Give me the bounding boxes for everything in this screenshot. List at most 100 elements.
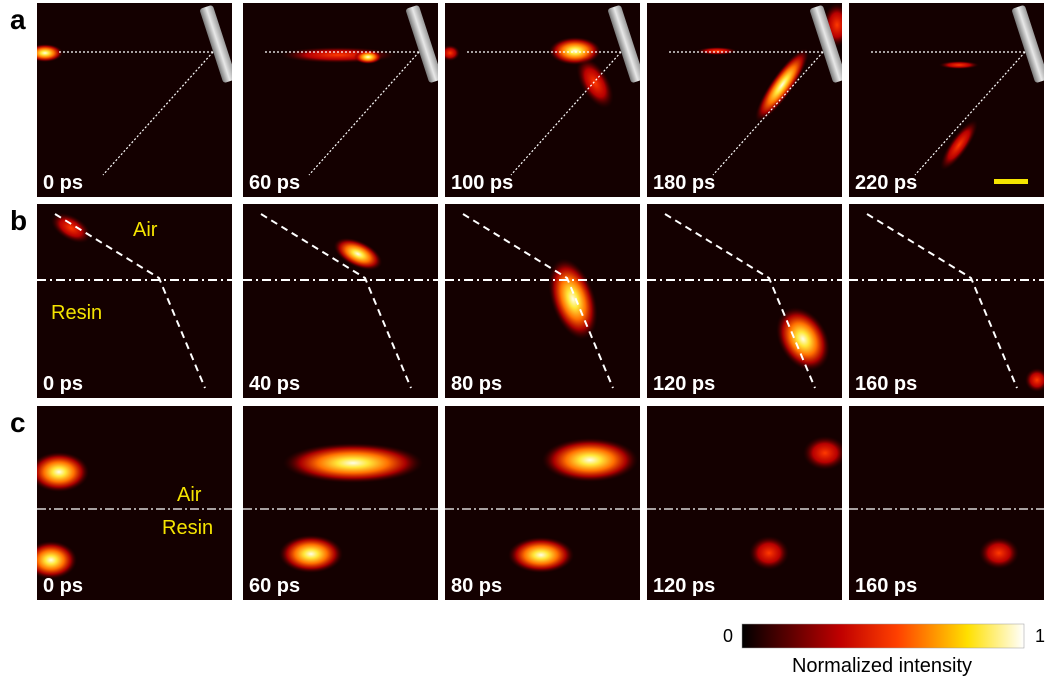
light-pulse [939, 61, 979, 69]
colorbar-min: 0 [723, 626, 733, 646]
beam-path [914, 51, 1026, 176]
time-label: 60 ps [249, 575, 300, 597]
beam-path [712, 51, 824, 176]
beam-path [510, 51, 622, 176]
light-pulse [776, 307, 830, 371]
panel: 220 ps [849, 3, 1044, 197]
light-pulse [548, 258, 598, 340]
light-pulse [755, 48, 809, 122]
panel-content: 0 ps Air Resin [37, 406, 232, 600]
panel-background [445, 204, 640, 398]
panel-background [849, 406, 1044, 600]
light-pulse [37, 452, 89, 492]
panel-content: 100 ps [445, 3, 640, 197]
time-label: 180 ps [653, 172, 715, 194]
time-label: 0 ps [43, 172, 83, 194]
panel: 40 ps [243, 204, 438, 398]
time-label: 160 ps [855, 373, 917, 395]
beam-path [54, 213, 206, 389]
time-label: 220 ps [855, 172, 917, 194]
light-pulse [37, 44, 63, 62]
mirror [200, 5, 232, 83]
panel-content: 0 ps [37, 3, 232, 197]
light-pulse [279, 535, 343, 573]
panel-content: 120 ps [647, 406, 842, 600]
light-pulse [803, 436, 842, 470]
panel-content: 40 ps [243, 204, 438, 398]
light-pulse [508, 537, 574, 573]
panel-content: 80 ps [445, 204, 640, 398]
light-pulse [283, 443, 423, 483]
panel-letter: b [10, 205, 27, 236]
beam-path [102, 51, 214, 176]
panel-content: 60 ps [243, 406, 438, 600]
light-pulse [979, 537, 1019, 569]
panel: 160 ps [849, 204, 1044, 398]
beam-path [462, 213, 614, 389]
panel: 100 ps [445, 3, 640, 197]
panel-background [647, 406, 842, 600]
medium-label: Air [133, 219, 158, 241]
light-pulse [749, 536, 789, 570]
panel-content: 180 ps [647, 3, 842, 197]
panel: 0 ps Air Resin [37, 204, 232, 398]
panel-background [243, 406, 438, 600]
light-pulse [51, 212, 91, 244]
light-pulse [542, 438, 638, 482]
panel-letter: a [10, 4, 26, 35]
beam-path [260, 213, 412, 389]
panel-content: 60 ps [243, 3, 438, 197]
panel: 80 ps [445, 406, 640, 600]
time-label: 40 ps [249, 373, 300, 395]
light-pulse [940, 119, 978, 171]
light-pulse [333, 237, 383, 271]
colorbar-title: Normalized intensity [792, 655, 972, 677]
panel: 60 ps [243, 3, 438, 197]
colorbar-max: 1 [1035, 626, 1045, 646]
time-label: 0 ps [43, 373, 83, 395]
time-label: 60 ps [249, 172, 300, 194]
mirror [1012, 5, 1044, 83]
panel-letter: c [10, 407, 26, 438]
panel: 0 ps Air Resin [37, 406, 232, 600]
panel: 160 ps [849, 406, 1044, 600]
light-pulse [37, 541, 77, 579]
medium-label: Air [177, 484, 202, 506]
panel-background [849, 204, 1044, 398]
beam-path [866, 213, 1018, 389]
time-label: 80 ps [451, 575, 502, 597]
time-label: 120 ps [653, 575, 715, 597]
panel-background [243, 204, 438, 398]
panel: 180 ps [647, 3, 842, 197]
time-label: 160 ps [855, 575, 917, 597]
light-pulse [549, 37, 601, 65]
light-pulse [354, 50, 382, 64]
panel-background [37, 3, 232, 197]
medium-label: Resin [162, 517, 213, 539]
light-pulse [576, 57, 614, 109]
beam-path [308, 51, 420, 176]
panel-content: 80 ps [445, 406, 640, 600]
panel-background [647, 3, 842, 197]
mirror [608, 5, 640, 83]
light-pulse [697, 47, 737, 55]
medium-label: Resin [51, 302, 102, 324]
panel: 60 ps [243, 406, 438, 600]
time-label: 100 ps [451, 172, 513, 194]
light-pulse [445, 45, 460, 61]
time-label: 0 ps [43, 575, 83, 597]
panel-background [243, 3, 438, 197]
time-label: 80 ps [451, 373, 502, 395]
panel: 80 ps [445, 204, 640, 398]
colorbar [741, 623, 1025, 649]
panel-content: 160 ps [849, 406, 1044, 600]
light-pulse [1025, 368, 1044, 392]
panel-content: 120 ps [647, 204, 842, 398]
panel: 120 ps [647, 204, 842, 398]
beam-path [664, 213, 816, 389]
scale-bar [994, 179, 1028, 184]
mirror [810, 5, 842, 83]
time-label: 120 ps [653, 373, 715, 395]
panel-content: 0 ps Air Resin [37, 204, 232, 398]
